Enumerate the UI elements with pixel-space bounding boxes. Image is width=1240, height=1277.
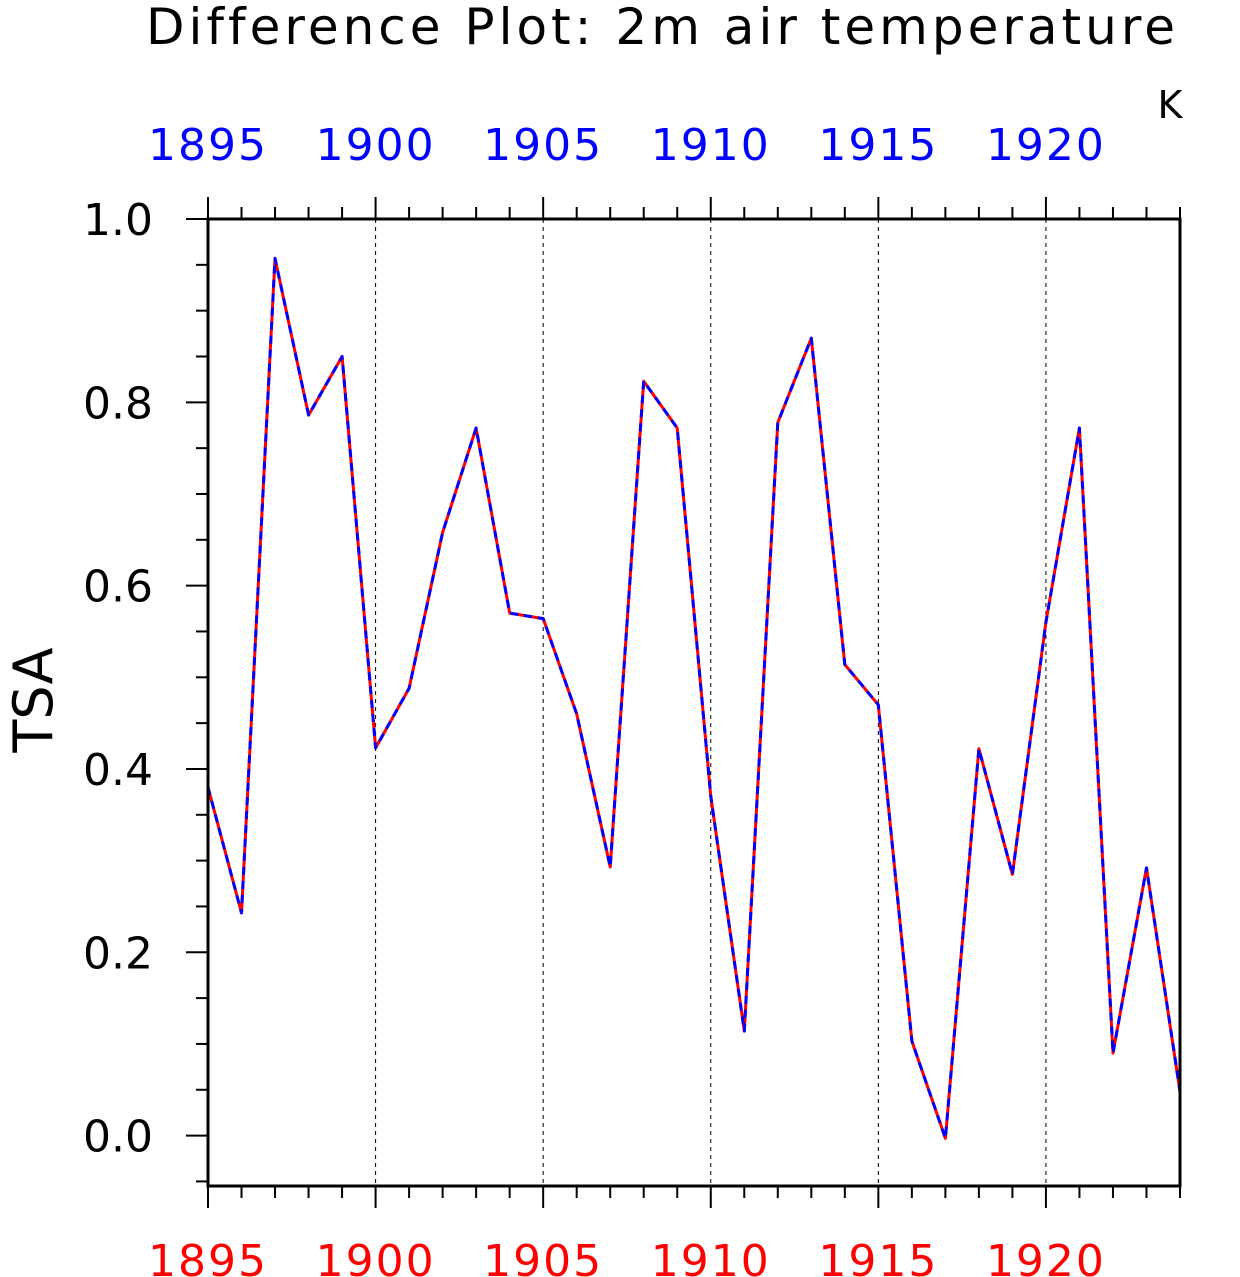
y-tick-label-1.0: 1.0 [83, 195, 153, 246]
series-line-2 [206, 256, 1182, 1140]
tick-labels: 1895 1895 1900 1900 1905 1905 1910 1910 1915 1915… [83, 120, 1106, 1277]
x-tick-label-bottom-1915: 1915 [818, 1236, 938, 1277]
data-series [206, 256, 1182, 1140]
grid-lines [375, 219, 1047, 1186]
x-tick-label-bottom-1905: 1905 [483, 1236, 603, 1277]
x-tick-label-top-1900: 1900 [316, 120, 436, 171]
chart-title: Difference Plot: 2m air temperature [146, 0, 1179, 56]
y-axis-label: TSA [2, 647, 65, 753]
y-tick-label-0.0: 0.0 [83, 1112, 153, 1163]
x-tick-label-top-1895: 1895 [148, 120, 268, 171]
x-tick-label-bottom-1900: 1900 [316, 1236, 436, 1277]
x-tick-label-top-1920: 1920 [986, 120, 1106, 171]
x-tick-label-bottom-1895: 1895 [148, 1236, 268, 1277]
x-tick-label-bottom-1920: 1920 [986, 1236, 1106, 1277]
units-label: K [1158, 83, 1184, 127]
x-tick-label-top-1910: 1910 [651, 120, 771, 171]
x-tick-label-top-1915: 1915 [818, 120, 938, 171]
y-tick-label-0.8: 0.8 [83, 378, 153, 429]
y-tick-label-0.4: 0.4 [83, 745, 153, 796]
x-tick-label-bottom-1910: 1910 [651, 1236, 771, 1277]
axis-ticks [186, 197, 1181, 1208]
series-line-1 [206, 256, 1182, 1140]
x-tick-label-top-1905: 1905 [483, 120, 603, 171]
plot-frame [206, 217, 1182, 1188]
y-tick-label-0.2: 0.2 [83, 928, 153, 979]
y-tick-label-0.6: 0.6 [83, 562, 153, 613]
